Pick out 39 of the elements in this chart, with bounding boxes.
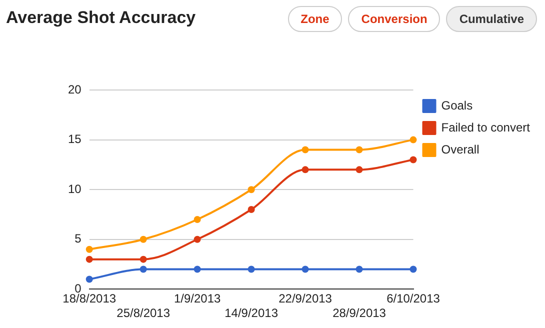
point — [410, 136, 417, 144]
legend-label: Goals — [441, 98, 473, 112]
y-tick-label: 5 — [74, 232, 82, 246]
point — [248, 206, 255, 214]
point — [140, 256, 147, 263]
x-tick-label: 1/9/2013 — [174, 292, 221, 306]
y-tick-label: 15 — [68, 132, 82, 146]
point — [194, 216, 201, 223]
point — [302, 166, 309, 174]
x-tick-label: 14/9/2013 — [224, 306, 278, 320]
y-tick-label: 10 — [68, 182, 82, 196]
point — [194, 236, 201, 243]
point — [194, 266, 201, 273]
legend-label: Failed to convert — [441, 120, 531, 134]
text: Zone — [288, 6, 342, 32]
point — [248, 266, 255, 273]
x-tick-label: 6/10/2013 — [386, 292, 440, 306]
text: Cumulative — [446, 6, 537, 32]
point — [248, 186, 255, 194]
point — [140, 266, 147, 273]
point — [410, 156, 417, 164]
x-tick-label: 25/8/2013 — [116, 306, 170, 320]
legend-label: Overall — [441, 142, 480, 156]
point — [86, 256, 93, 263]
point — [356, 166, 363, 174]
point — [410, 266, 417, 273]
y-tick-label: 20 — [68, 82, 82, 96]
x-tick-label: 22/9/2013 — [278, 292, 332, 306]
point — [356, 146, 363, 154]
point — [140, 236, 147, 243]
text: Conversion — [348, 6, 440, 32]
point — [302, 266, 309, 273]
point — [356, 266, 363, 273]
chart-title: Average Shot Accuracy — [6, 8, 196, 28]
x-tick-label: 28/9/2013 — [332, 306, 386, 320]
point — [86, 246, 93, 253]
point — [86, 276, 93, 283]
point — [302, 146, 309, 154]
x-tick-label: 18/8/2013 — [62, 292, 116, 306]
